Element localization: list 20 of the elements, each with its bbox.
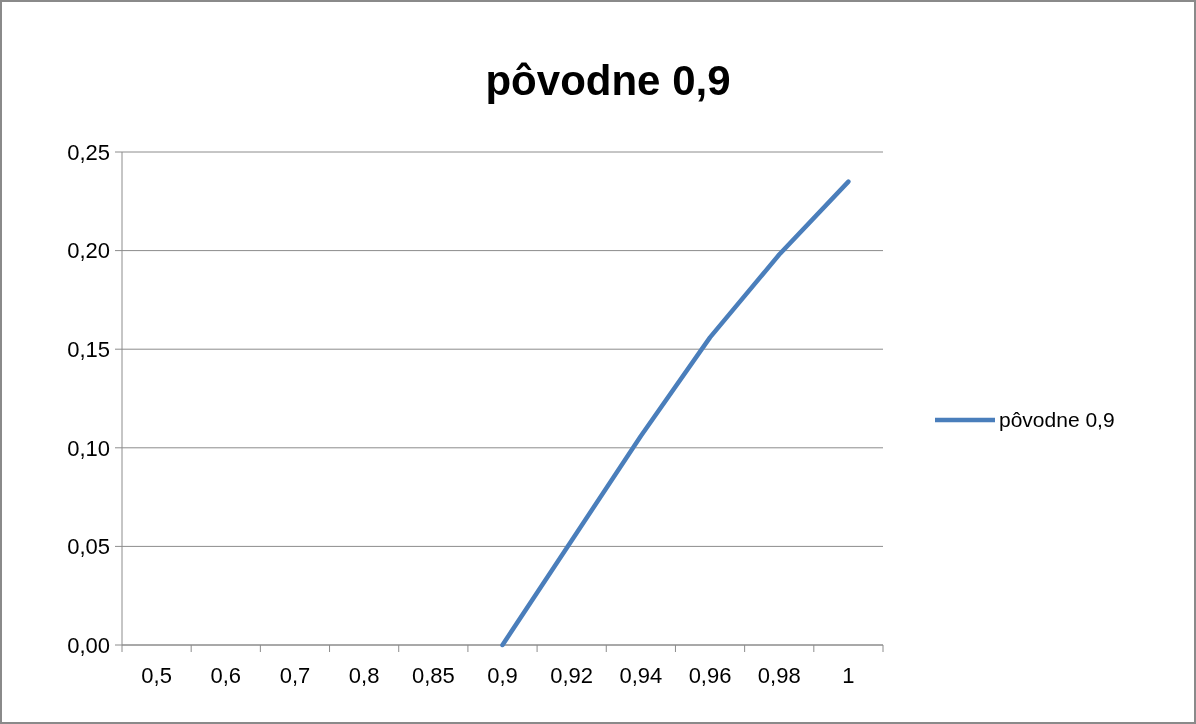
- legend-label: pôvodne 0,9: [999, 408, 1115, 432]
- y-tick-label: 0,05: [67, 534, 110, 560]
- x-tick-label: 0,98: [757, 663, 801, 688]
- x-tick-label: 0,85: [411, 663, 455, 688]
- y-tick-label: 0,10: [67, 435, 110, 461]
- x-tick-label: 0,96: [688, 663, 732, 688]
- y-tick-label: 0,20: [67, 238, 110, 264]
- x-tick-label: 0,94: [619, 663, 663, 688]
- x-tick-label: 0,8: [348, 663, 380, 688]
- y-tick-label: 0,25: [67, 139, 110, 165]
- x-tick-label: 0,5: [141, 663, 172, 688]
- x-tick-label: 0,9: [487, 663, 518, 688]
- chart-title: pôvodne 0,9: [485, 57, 731, 104]
- x-tick-label: 0,6: [210, 663, 242, 688]
- y-tick-label: 0,15: [67, 336, 110, 362]
- y-tick-label: 0,00: [67, 632, 110, 658]
- x-tick-label: 0,7: [279, 663, 311, 688]
- line-series: [500, 179, 851, 648]
- x-tick-label: 1: [842, 663, 855, 688]
- x-tick-label: 0,92: [550, 663, 594, 688]
